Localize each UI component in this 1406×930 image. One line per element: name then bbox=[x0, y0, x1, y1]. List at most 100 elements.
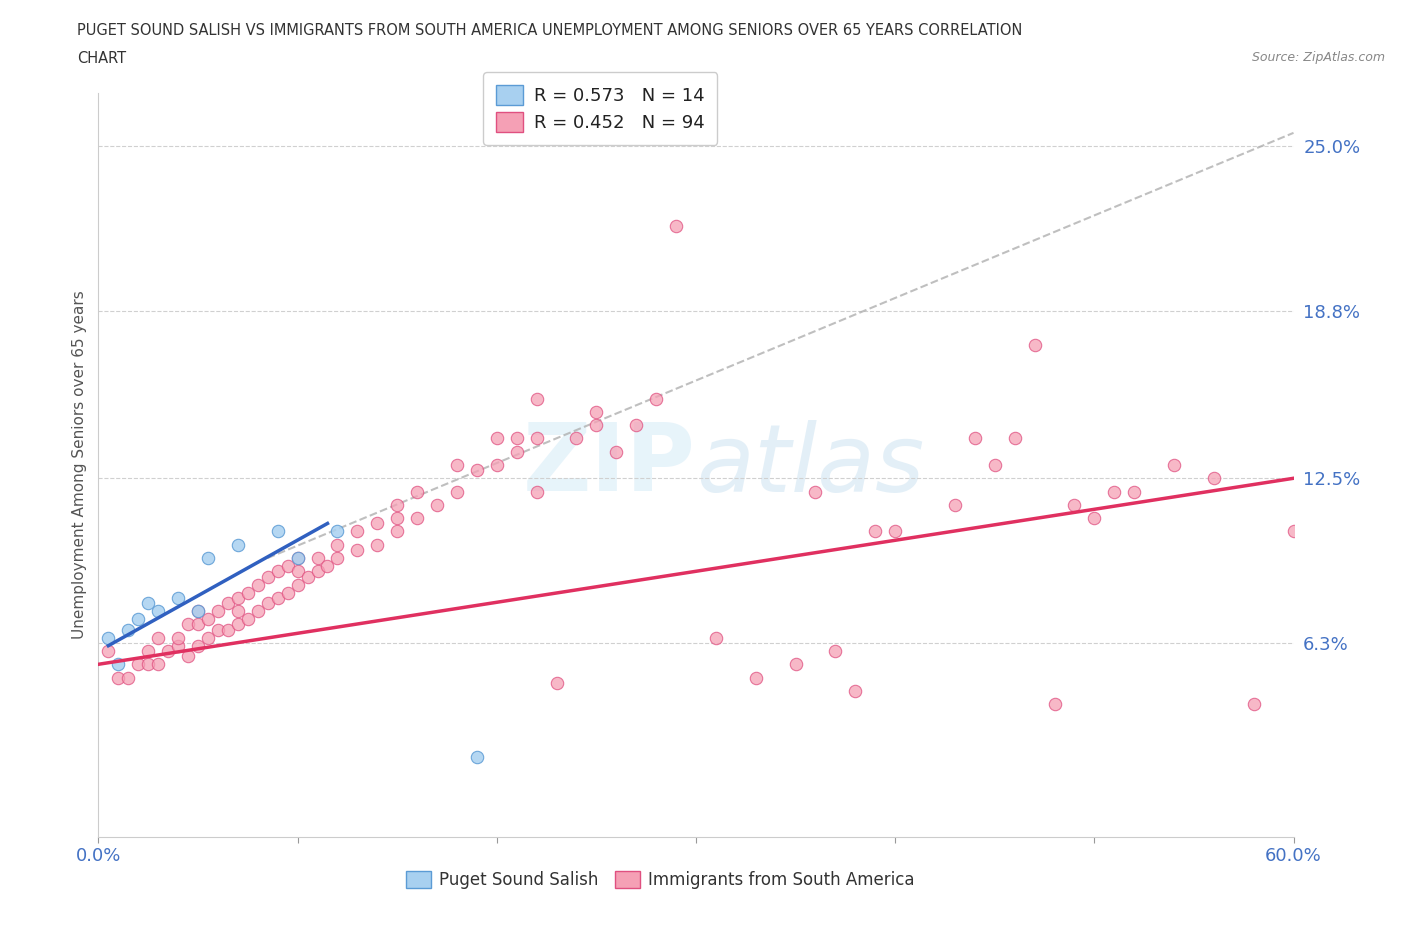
Point bbox=[645, 392, 668, 406]
Point bbox=[1104, 485, 1126, 499]
Point bbox=[107, 671, 129, 685]
Point bbox=[704, 631, 727, 645]
Point bbox=[267, 524, 290, 538]
Point bbox=[963, 431, 986, 445]
Point bbox=[117, 622, 139, 637]
Point bbox=[406, 485, 429, 499]
Point bbox=[187, 604, 209, 618]
Point bbox=[406, 511, 429, 525]
Point bbox=[485, 431, 508, 445]
Point bbox=[326, 524, 349, 538]
Point bbox=[177, 617, 200, 631]
Point bbox=[526, 431, 548, 445]
Point bbox=[465, 463, 488, 478]
Point bbox=[366, 516, 388, 531]
Text: CHART: CHART bbox=[77, 51, 127, 66]
Point bbox=[565, 431, 588, 445]
Point bbox=[136, 657, 159, 671]
Y-axis label: Unemployment Among Seniors over 65 years: Unemployment Among Seniors over 65 years bbox=[72, 291, 87, 640]
Point bbox=[236, 585, 259, 600]
Point bbox=[207, 622, 229, 637]
Point bbox=[824, 644, 846, 658]
Point bbox=[326, 551, 349, 565]
Point bbox=[307, 564, 329, 578]
Point bbox=[226, 591, 249, 605]
Point bbox=[385, 511, 409, 525]
Point bbox=[1282, 524, 1305, 538]
Point bbox=[267, 564, 290, 578]
Point bbox=[117, 671, 139, 685]
Point bbox=[226, 604, 249, 618]
Point bbox=[246, 578, 269, 592]
Point bbox=[197, 551, 219, 565]
Point bbox=[226, 538, 249, 552]
Point bbox=[426, 498, 449, 512]
Point bbox=[1083, 511, 1105, 525]
Point bbox=[844, 684, 866, 698]
Point bbox=[127, 612, 149, 627]
Point bbox=[246, 604, 269, 618]
Point bbox=[127, 657, 149, 671]
Point bbox=[187, 638, 209, 653]
Point bbox=[136, 596, 159, 611]
Point bbox=[865, 524, 887, 538]
Point bbox=[626, 418, 648, 432]
Legend: Puget Sound Salish, Immigrants from South America: Puget Sound Salish, Immigrants from Sout… bbox=[399, 864, 921, 896]
Point bbox=[148, 657, 170, 671]
Point bbox=[267, 591, 290, 605]
Point bbox=[167, 591, 190, 605]
Point bbox=[346, 524, 368, 538]
Point bbox=[506, 431, 529, 445]
Point bbox=[585, 418, 607, 432]
Text: atlas: atlas bbox=[696, 419, 924, 511]
Point bbox=[167, 638, 190, 653]
Point bbox=[97, 631, 120, 645]
Text: ZIP: ZIP bbox=[523, 419, 696, 511]
Point bbox=[385, 524, 409, 538]
Point bbox=[307, 551, 329, 565]
Point bbox=[1202, 471, 1225, 485]
Point bbox=[984, 458, 1007, 472]
Point bbox=[506, 445, 529, 459]
Text: PUGET SOUND SALISH VS IMMIGRANTS FROM SOUTH AMERICA UNEMPLOYMENT AMONG SENIORS O: PUGET SOUND SALISH VS IMMIGRANTS FROM SO… bbox=[77, 23, 1022, 38]
Point bbox=[385, 498, 409, 512]
Point bbox=[526, 485, 548, 499]
Point bbox=[366, 538, 388, 552]
Point bbox=[167, 631, 190, 645]
Point bbox=[745, 671, 768, 685]
Point bbox=[1163, 458, 1185, 472]
Point bbox=[287, 564, 309, 578]
Point bbox=[446, 485, 468, 499]
Point bbox=[785, 657, 807, 671]
Point bbox=[217, 596, 239, 611]
Point bbox=[485, 458, 508, 472]
Point bbox=[884, 524, 907, 538]
Point bbox=[346, 542, 368, 557]
Point bbox=[943, 498, 966, 512]
Point bbox=[605, 445, 627, 459]
Point bbox=[1243, 697, 1265, 711]
Point bbox=[1043, 697, 1066, 711]
Point bbox=[236, 612, 259, 627]
Point bbox=[256, 596, 278, 611]
Point bbox=[297, 569, 319, 584]
Point bbox=[1024, 338, 1046, 352]
Point bbox=[1004, 431, 1026, 445]
Point bbox=[1123, 485, 1146, 499]
Point bbox=[197, 612, 219, 627]
Point bbox=[136, 644, 159, 658]
Point bbox=[287, 551, 309, 565]
Point bbox=[665, 219, 688, 233]
Point bbox=[1063, 498, 1085, 512]
Text: Source: ZipAtlas.com: Source: ZipAtlas.com bbox=[1251, 51, 1385, 64]
Point bbox=[546, 675, 568, 690]
Point bbox=[207, 604, 229, 618]
Point bbox=[187, 617, 209, 631]
Point bbox=[97, 644, 120, 658]
Point bbox=[157, 644, 180, 658]
Point bbox=[465, 750, 488, 764]
Point bbox=[197, 631, 219, 645]
Point bbox=[446, 458, 468, 472]
Point bbox=[804, 485, 827, 499]
Point bbox=[187, 604, 209, 618]
